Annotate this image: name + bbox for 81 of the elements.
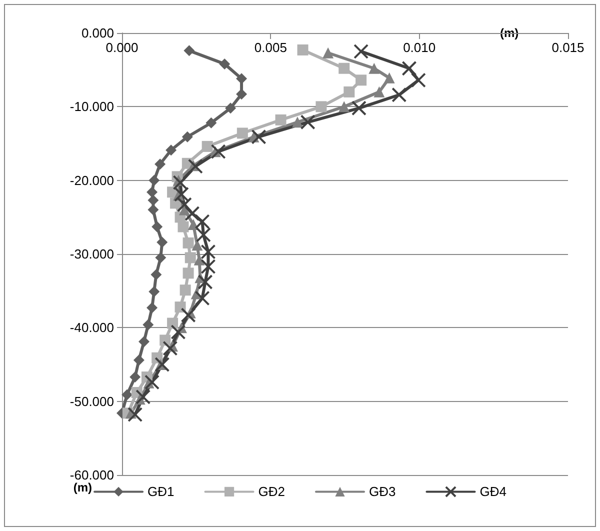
point	[374, 86, 385, 98]
point	[275, 114, 286, 126]
point	[138, 336, 150, 348]
point	[300, 114, 316, 130]
point	[148, 204, 159, 216]
point	[162, 340, 178, 356]
legend-label: GĐ3	[369, 484, 396, 500]
point	[194, 290, 210, 306]
point	[180, 284, 191, 296]
x-tick-label: 0.010	[403, 40, 436, 55]
legend-label: GĐ4	[480, 484, 506, 500]
point	[178, 221, 189, 232]
point	[150, 269, 162, 280]
x-tick-label: 0.015	[552, 40, 584, 55]
point	[402, 60, 417, 76]
point	[154, 357, 170, 372]
point	[338, 101, 350, 112]
point	[338, 62, 350, 74]
point	[182, 268, 194, 279]
point	[184, 45, 195, 56]
point	[251, 129, 266, 144]
y-tick-label: 0.000	[81, 26, 114, 40]
point	[133, 354, 144, 366]
point	[148, 174, 160, 186]
point	[219, 58, 230, 70]
point	[180, 308, 196, 323]
point	[236, 88, 248, 100]
point	[167, 318, 178, 329]
point	[146, 302, 158, 314]
point	[156, 236, 168, 248]
point	[202, 140, 213, 152]
point	[354, 44, 369, 59]
point	[154, 158, 166, 170]
point	[128, 407, 143, 422]
point	[188, 158, 203, 174]
point	[142, 319, 154, 330]
point	[236, 73, 248, 84]
point	[136, 389, 151, 404]
x-tick-label: 0.000	[106, 40, 138, 55]
legend-label: GĐ2	[258, 484, 286, 500]
point	[351, 100, 366, 116]
point	[292, 116, 303, 128]
point	[155, 252, 166, 264]
point	[210, 144, 226, 160]
point	[166, 144, 177, 156]
point	[130, 372, 141, 383]
point	[144, 374, 160, 390]
y-tick-label: -30.000	[70, 246, 114, 262]
y-tick-label: -20.000	[70, 172, 114, 188]
point	[122, 389, 133, 400]
y-tick-label: -40.000	[70, 320, 114, 336]
point	[297, 44, 308, 56]
y-tick-label: -50.000	[70, 394, 114, 409]
point	[392, 87, 407, 102]
y-axis-title: (m)	[73, 480, 92, 494]
point	[206, 117, 217, 128]
point	[182, 131, 193, 142]
point	[316, 101, 327, 112]
y-tick-label: -10.000	[70, 99, 114, 114]
point	[148, 286, 160, 298]
point	[356, 74, 367, 86]
point	[344, 86, 355, 98]
point	[368, 62, 380, 74]
legend-label: GĐ1	[148, 484, 174, 500]
y-tick-label: -60.000	[70, 468, 114, 482]
point	[384, 72, 395, 84]
point	[410, 72, 426, 88]
point	[182, 237, 194, 248]
point	[174, 302, 186, 313]
point	[152, 221, 163, 232]
x-tick-label: 0.005	[254, 40, 287, 55]
point	[322, 47, 334, 58]
point	[170, 324, 186, 340]
point	[176, 197, 192, 212]
point	[160, 334, 171, 346]
point	[184, 206, 200, 221]
point	[236, 128, 248, 139]
point	[148, 194, 159, 206]
point	[184, 252, 196, 264]
point	[225, 102, 236, 114]
point	[146, 186, 158, 198]
